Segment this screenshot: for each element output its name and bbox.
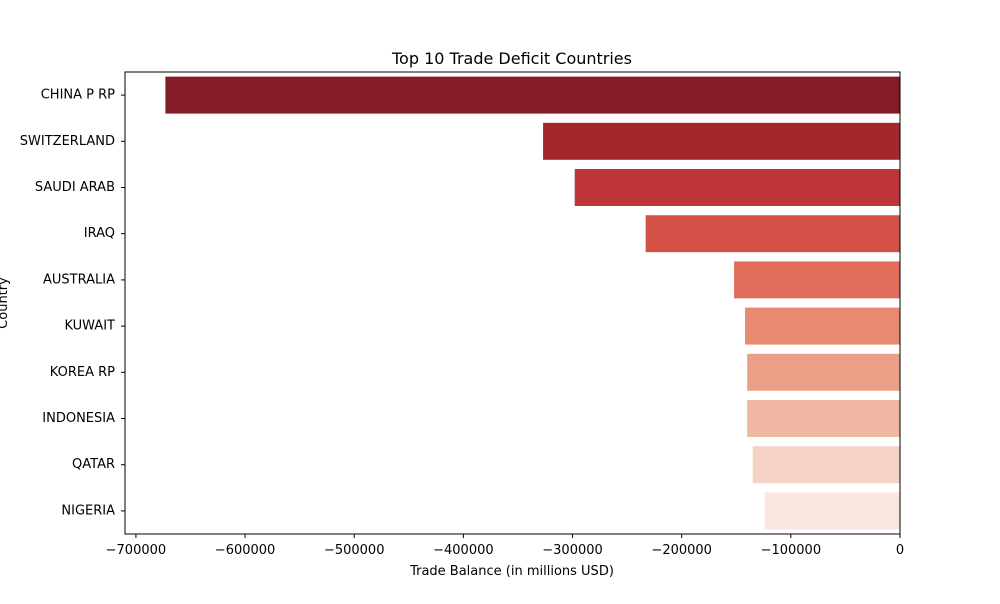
bar-saudi-arab (574, 169, 900, 206)
x-tick-label: −400000 (433, 543, 494, 558)
x-tick-label: 0 (896, 543, 904, 558)
y-tick-label: KOREA RP (50, 365, 115, 380)
x-tick-label: −600000 (215, 543, 276, 558)
bar-nigeria (764, 492, 900, 530)
y-tick-label: NIGERIA (61, 503, 115, 518)
plot-frame (124, 71, 901, 535)
x-tick-label: −700000 (106, 543, 167, 558)
y-tick-label: CHINA P RP (41, 88, 115, 103)
x-axis-label: Trade Balance (in millions USD) (409, 564, 614, 579)
bar-indonesia (747, 400, 900, 437)
bars-group (165, 76, 900, 530)
y-axis-ticks: CHINA P RP SWITZERLAND SAUDI ARAB IRAQ AUSTR… (20, 88, 125, 518)
bar-qatar (752, 446, 900, 484)
bar-iraq (645, 215, 900, 253)
bar-korea-rp (747, 353, 900, 391)
x-tick-label: −100000 (761, 543, 822, 558)
x-tick-label: −200000 (651, 543, 712, 558)
y-tick-label: IRAQ (84, 226, 115, 241)
x-tick-label: −300000 (542, 543, 603, 558)
y-tick-label: INDONESIA (42, 411, 115, 426)
bar-australia (734, 261, 900, 299)
bar-china-p-rp (165, 76, 900, 114)
x-tick-label: −500000 (324, 543, 385, 558)
chart-title: Top 10 Trade Deficit Countries (391, 49, 632, 68)
y-tick-label: SAUDI ARAB (35, 180, 115, 195)
y-axis-label: Country (0, 277, 11, 329)
x-axis-ticks: −700000 −600000 −500000 −400000 −300000 −2000… (106, 534, 904, 558)
bar-switzerland (543, 122, 900, 160)
y-tick-label: SWITZERLAND (20, 134, 115, 149)
y-tick-label: AUSTRALIA (43, 272, 115, 287)
y-tick-label: KUWAIT (64, 319, 115, 334)
bar-kuwait (745, 307, 900, 345)
y-tick-label: QATAR (72, 457, 115, 472)
